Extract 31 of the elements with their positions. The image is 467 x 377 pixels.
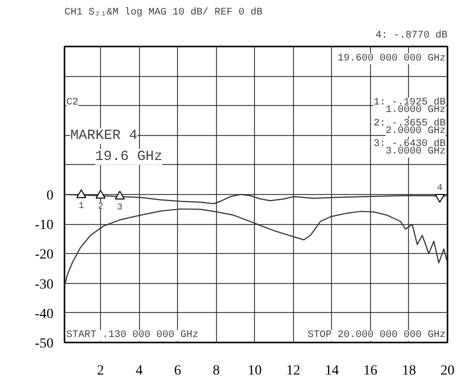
annotation: START .130 000 000 GHz xyxy=(66,330,198,342)
y-tick-label: -20 xyxy=(34,248,54,263)
x-tick-label: 6 xyxy=(174,364,182,377)
annotation: 1 xyxy=(78,201,84,212)
annotation: 19.6 GHz xyxy=(95,148,162,165)
annotation: 2 xyxy=(98,202,104,212)
annotation: 3.0000 GHz xyxy=(386,146,446,158)
annotation: MARKER 4 xyxy=(70,128,138,144)
text: 4: -.8770 dB xyxy=(375,30,448,42)
chart-title: CH1 S₂₁&M log MAG 10 dB/ REF 0 dB xyxy=(64,6,263,18)
x-tick-label: 16 xyxy=(363,364,378,377)
y-tick-label: -40 xyxy=(34,306,54,322)
y-tick-label: 0 xyxy=(46,188,54,204)
x-tick-label: 20 xyxy=(440,364,454,377)
y-tick-label: -30 xyxy=(34,277,54,292)
annotation: 4 xyxy=(437,183,442,194)
x-tick-label: 12 xyxy=(286,364,300,377)
x-tick-label: 4 xyxy=(136,364,143,377)
annotation: C2 xyxy=(66,98,78,109)
y-tick-label: -10 xyxy=(34,218,54,234)
x-tick-label: 2 xyxy=(97,364,104,377)
x-tick-label: 18 xyxy=(402,364,416,377)
y-tick-label: -50 xyxy=(34,336,54,352)
x-tick-label: 14 xyxy=(324,364,339,377)
x-tick-label: 8 xyxy=(212,364,220,377)
annotation: 3 xyxy=(117,202,123,212)
annotation: 19.600 000 000 GHz xyxy=(338,53,446,64)
line-series xyxy=(64,208,448,287)
annotation: STOP 20.000 000 000 GHz xyxy=(308,330,446,342)
x-tick-label: 10 xyxy=(248,364,262,377)
annotation: 1.0000 GHz xyxy=(386,105,446,116)
